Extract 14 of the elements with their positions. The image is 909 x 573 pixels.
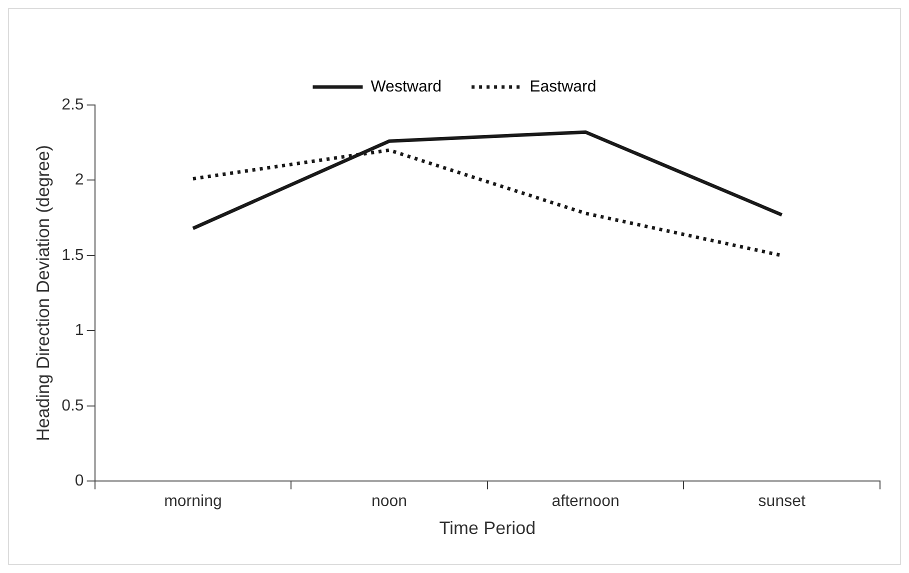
y-tick-label: 1 bbox=[74, 322, 84, 340]
y-axis-title: Heading Direction Deviation (degree) bbox=[32, 145, 53, 442]
y-tick-label: 2 bbox=[74, 172, 84, 189]
y-tick-label: 0.5 bbox=[62, 397, 84, 414]
x-tick-label: sunset bbox=[758, 493, 806, 510]
x-axis-title: Time Period bbox=[439, 518, 536, 538]
legend-label: Eastward bbox=[530, 78, 596, 96]
x-tick-label: afternoon bbox=[552, 493, 620, 510]
y-tick-label: 1.5 bbox=[62, 246, 84, 264]
x-tick-label: noon bbox=[371, 493, 408, 510]
y-tick-label: 2.5 bbox=[62, 96, 84, 114]
legend-label: Westward bbox=[370, 78, 442, 96]
x-tick-label: morning bbox=[164, 493, 222, 510]
y-tick-label: 0 bbox=[74, 472, 84, 490]
